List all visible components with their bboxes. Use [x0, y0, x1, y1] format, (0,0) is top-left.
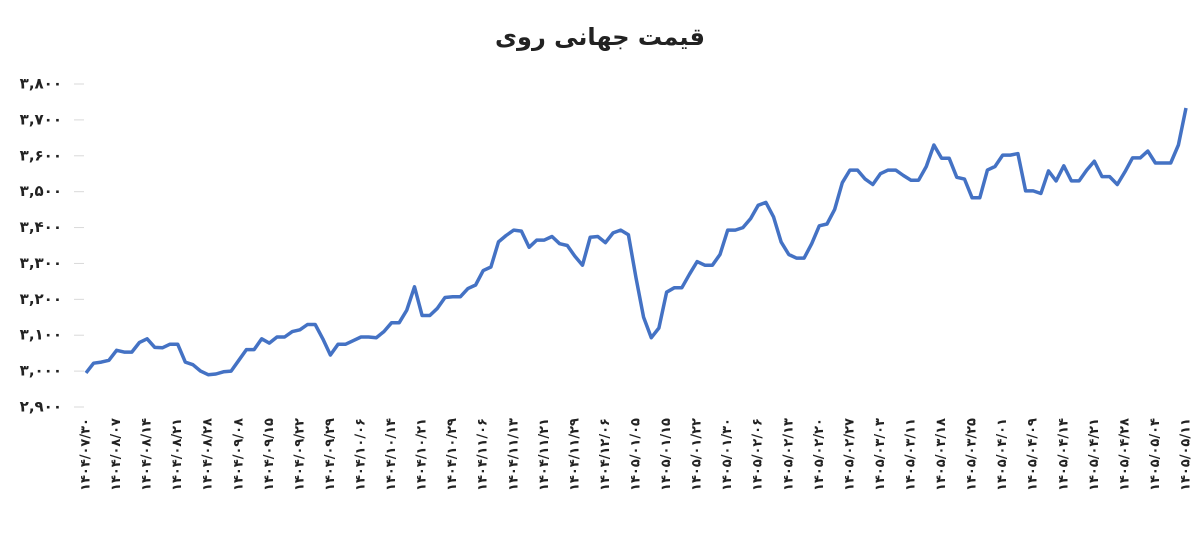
y-tick-label: ۳,۲۰۰ — [20, 290, 62, 308]
x-tick-label: ۱۴۰۵/۰۴/۲۸ — [1117, 418, 1132, 491]
x-tick-label: ۱۴۰۴/۱۱/۲۹ — [567, 418, 582, 491]
x-tick-label: ۱۴۰۴/۰۸/۱۴ — [140, 418, 155, 491]
x-tick-label: ۱۴۰۴/۱۰/۲۱ — [415, 418, 430, 491]
line-series — [84, 107, 1188, 377]
x-tick-label: ۱۴۰۴/۰۹/۱۵ — [262, 418, 277, 491]
y-tick-label: ۳,۱۰۰ — [20, 326, 62, 344]
x-tick-label: ۱۴۰۴/۰۹/۰۸ — [231, 418, 246, 491]
x-tick-label: ۱۴۰۵/۰۳/۲۵ — [965, 418, 980, 491]
y-tick-label: ۲,۹۰۰ — [20, 398, 62, 416]
x-tick-label: ۱۴۰۵/۰۳/۱۱ — [904, 418, 919, 491]
x-tick-label: ۱۴۰۵/۰۱/۱۵ — [659, 418, 674, 491]
x-tick-label: ۱۴۰۵/۰۲/۱۳ — [781, 418, 796, 491]
x-tick-label: ۱۴۰۵/۰۳/۱۸ — [934, 418, 949, 491]
y-tick-label: ۳,۶۰۰ — [20, 146, 62, 164]
x-tick-label: ۱۴۰۵/۰۵/۰۴ — [1148, 418, 1163, 491]
x-tick-label: ۱۴۰۵/۰۱/۰۵ — [629, 418, 644, 491]
x-tick-label: ۱۴۰۵/۰۳/۰۳ — [873, 418, 888, 491]
y-tick-label: ۳,۵۰۰ — [20, 182, 62, 200]
x-tick-label: ۱۴۰۵/۰۴/۱۴ — [1056, 418, 1071, 491]
x-tick-label: ۱۴۰۵/۰۴/۰۹ — [1026, 418, 1041, 491]
x-tick-label: ۱۴۰۵/۰۴/۲۱ — [1087, 418, 1102, 491]
x-tick-label: ۱۴۰۴/۱۱/۱۳ — [506, 418, 521, 491]
x-tick-label: ۱۴۰۴/۱۱/۰۶ — [476, 418, 491, 491]
y-tick-label: ۳,۳۰۰ — [20, 254, 62, 272]
chart-title: قیمت جهانی روی — [495, 23, 705, 51]
x-tick-label: ۱۴۰۵/۰۱/۲۲ — [690, 418, 705, 491]
y-tick-label: ۳,۸۰۰ — [20, 75, 62, 93]
x-tick-label: ۱۴۰۴/۰۷/۳۰ — [79, 418, 94, 491]
x-tick-label: ۱۴۰۵/۰۲/۲۰ — [812, 418, 827, 491]
x-tick-label: ۱۴۰۴/۰۸/۲۱ — [170, 418, 185, 491]
x-tick-label: ۱۴۰۴/۰۸/۲۸ — [201, 418, 216, 491]
x-tick-label: ۱۴۰۴/۰۹/۲۹ — [323, 418, 338, 491]
x-tick-label: ۱۴۰۵/۰۵/۱۱ — [1179, 418, 1194, 491]
y-tick-label: ۳,۰۰۰ — [20, 362, 62, 380]
x-tick-label: ۱۴۰۴/۱۲/۰۶ — [598, 418, 613, 491]
x-tick-label: ۱۴۰۵/۰۲/۰۶ — [751, 418, 766, 491]
x-tick-label: ۱۴۰۵/۰۴/۰۱ — [995, 418, 1010, 491]
x-tick-label: ۱۴۰۵/۰۲/۲۷ — [842, 418, 857, 491]
x-tick-label: ۱۴۰۴/۱۰/۱۴ — [384, 418, 399, 491]
y-tick-label: ۳,۴۰۰ — [20, 218, 62, 236]
x-tick-label: ۱۴۰۴/۱۱/۲۱ — [537, 418, 552, 491]
x-tick-label: ۱۴۰۴/۱۰/۰۶ — [354, 418, 369, 491]
x-tick-label: ۱۴۰۴/۰۸/۰۷ — [109, 418, 124, 491]
x-tick-label: ۱۴۰۵/۰۱/۳۰ — [720, 418, 735, 491]
x-tick-label: ۱۴۰۴/۰۹/۲۲ — [292, 418, 307, 491]
y-tick-label: ۳,۷۰۰ — [20, 110, 62, 128]
x-tick-label: ۱۴۰۴/۱۰/۲۹ — [445, 418, 460, 491]
